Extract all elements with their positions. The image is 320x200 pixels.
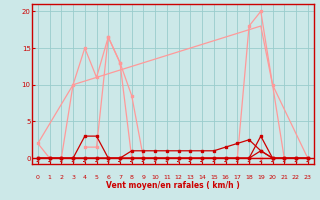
X-axis label: Vent moyen/en rafales ( km/h ): Vent moyen/en rafales ( km/h ) — [106, 182, 240, 191]
